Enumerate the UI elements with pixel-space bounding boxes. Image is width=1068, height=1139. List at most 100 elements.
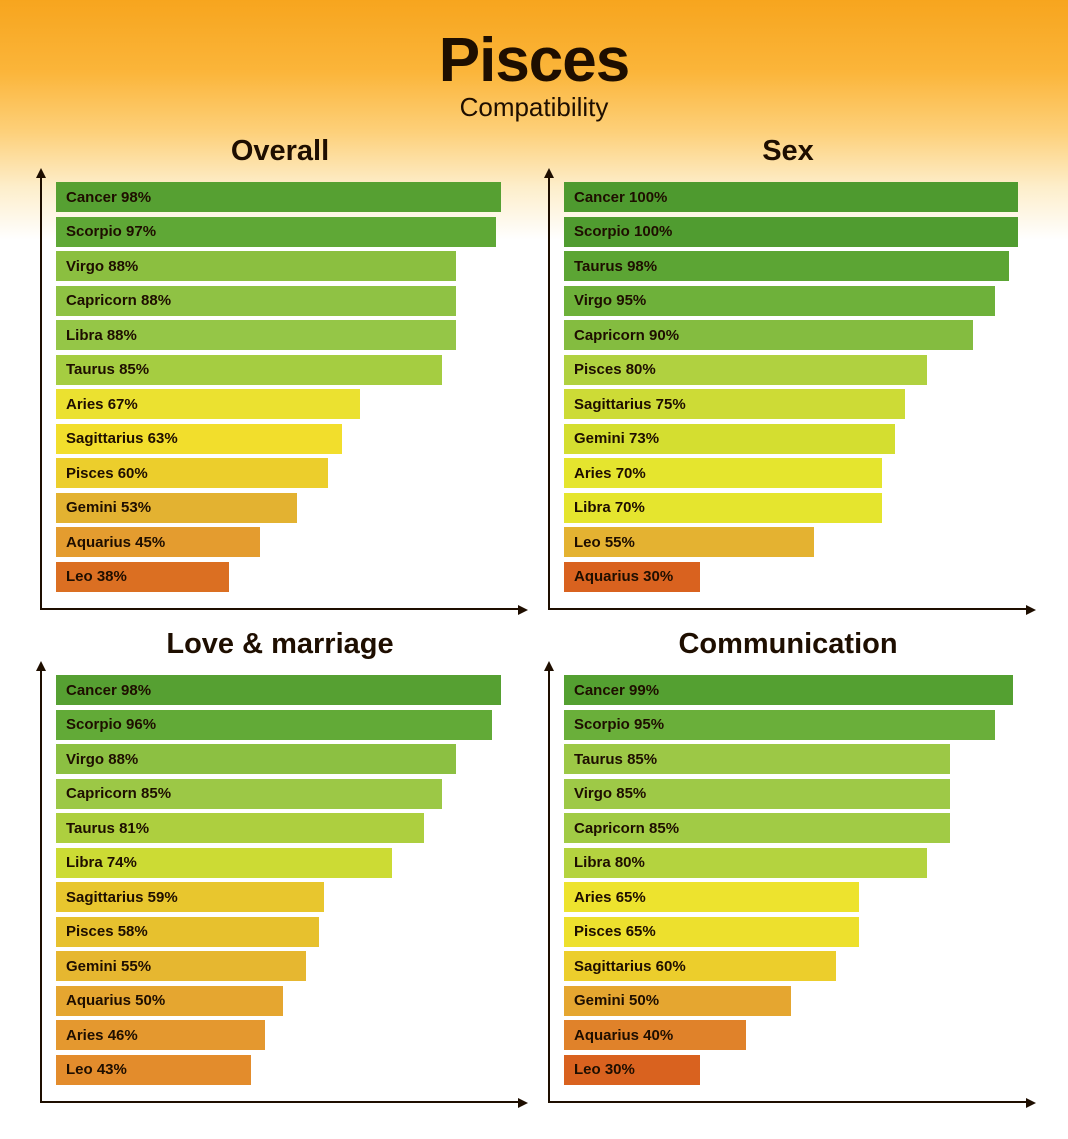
bar: Gemini 73%	[564, 424, 895, 454]
bar-label: Capricorn 88%	[56, 292, 171, 309]
bar-label: Taurus 98%	[564, 258, 657, 275]
bar-chart: Cancer 99% Scorpio 95% Taurus 85% Virgo 85%…	[548, 669, 1028, 1103]
bar: Sagittarius 60%	[564, 951, 836, 981]
bar-label: Taurus 85%	[564, 751, 657, 768]
bar: Pisces 65%	[564, 917, 859, 947]
bar-row: Pisces 80%	[564, 355, 1018, 385]
bar: Gemini 55%	[56, 951, 306, 981]
bar: Virgo 88%	[56, 744, 456, 774]
bar: Virgo 95%	[564, 286, 995, 316]
bar-label: Scorpio 96%	[56, 716, 156, 733]
bar-row: Taurus 98%	[564, 251, 1018, 281]
bar-label: Leo 38%	[56, 568, 127, 585]
bar-label: Taurus 85%	[56, 361, 149, 378]
bar: Capricorn 85%	[56, 779, 442, 809]
bar-label: Gemini 55%	[56, 958, 151, 975]
bar: Virgo 85%	[564, 779, 950, 809]
bar-row: Scorpio 96%	[56, 710, 510, 740]
bar-row: Sagittarius 75%	[564, 389, 1018, 419]
bar-row: Capricorn 90%	[564, 320, 1018, 350]
bar-label: Cancer 100%	[564, 189, 667, 206]
bar-row: Leo 38%	[56, 562, 510, 592]
bar: Leo 43%	[56, 1055, 251, 1085]
bar: Capricorn 88%	[56, 286, 456, 316]
bar-row: Gemini 53%	[56, 493, 510, 523]
bar: Cancer 99%	[564, 675, 1013, 705]
bar-label: Aries 65%	[564, 889, 646, 906]
bar-row: Libra 74%	[56, 848, 510, 878]
bar-row: Scorpio 95%	[564, 710, 1018, 740]
bar-row: Taurus 81%	[56, 813, 510, 843]
bar: Capricorn 85%	[564, 813, 950, 843]
bar-row: Taurus 85%	[56, 355, 510, 385]
bar-label: Pisces 60%	[56, 465, 148, 482]
bar: Pisces 58%	[56, 917, 319, 947]
bar-row: Scorpio 97%	[56, 217, 510, 247]
bar-row: Gemini 50%	[564, 986, 1018, 1016]
bar-row: Aries 65%	[564, 882, 1018, 912]
bar-row: Sagittarius 63%	[56, 424, 510, 454]
bar: Gemini 53%	[56, 493, 297, 523]
bar-label: Gemini 73%	[564, 430, 659, 447]
bar-label: Leo 55%	[564, 534, 635, 551]
bar-row: Pisces 60%	[56, 458, 510, 488]
bar-label: Aquarius 50%	[56, 992, 165, 1009]
bar: Taurus 98%	[564, 251, 1009, 281]
bar: Capricorn 90%	[564, 320, 973, 350]
bar: Pisces 80%	[564, 355, 927, 385]
bar-label: Libra 70%	[564, 499, 645, 516]
bar-row: Capricorn 85%	[56, 779, 510, 809]
bar-label: Aries 70%	[564, 465, 646, 482]
bar: Aquarius 45%	[56, 527, 260, 557]
chart-panel: OverallCancer 98%Scorpio 97%Virgo 88%Cap…	[40, 135, 520, 610]
bar-row: Virgo 85%	[564, 779, 1018, 809]
bar: Pisces 60%	[56, 458, 328, 488]
bar-label: Libra 74%	[56, 854, 137, 871]
bar-row: Aquarius 50%	[56, 986, 510, 1016]
bar-label: Capricorn 85%	[56, 785, 171, 802]
page-title: Pisces	[0, 25, 1068, 96]
bar-label: Aquarius 45%	[56, 534, 165, 551]
bar-label: Scorpio 97%	[56, 223, 156, 240]
bar-row: Leo 55%	[564, 527, 1018, 557]
title-block: Pisces Compatibility	[0, 0, 1068, 123]
bar-label: Aquarius 40%	[564, 1027, 673, 1044]
bar: Scorpio 96%	[56, 710, 492, 740]
bar-label: Sagittarius 75%	[564, 396, 686, 413]
bar-chart: Cancer 100% Scorpio 100% Taurus 98% Virgo 9…	[548, 176, 1028, 610]
bar: Leo 38%	[56, 562, 229, 592]
bar: Sagittarius 75%	[564, 389, 905, 419]
bar: Aquarius 40%	[564, 1020, 746, 1050]
bar-label: Capricorn 85%	[564, 820, 679, 837]
bar-label: Virgo 88%	[56, 751, 138, 768]
bar: Sagittarius 63%	[56, 424, 342, 454]
chart-panel: Love & marriageCancer 98%Scorpio 96%Virg…	[40, 628, 520, 1103]
page-subtitle: Compatibility	[0, 92, 1068, 123]
bar-label: Scorpio 100%	[564, 223, 672, 240]
bar: Sagittarius 59%	[56, 882, 324, 912]
bar-row: Scorpio 100%	[564, 217, 1018, 247]
bar: Scorpio 97%	[56, 217, 496, 247]
bar-label: Virgo 85%	[564, 785, 646, 802]
bar-chart: Cancer 98% Scorpio 97% Virgo 88% Capricorn …	[40, 176, 520, 610]
bar-row: Cancer 98%	[56, 182, 510, 212]
bar-row: Virgo 88%	[56, 251, 510, 281]
bar-label: Sagittarius 59%	[56, 889, 178, 906]
bar-label: Cancer 99%	[564, 682, 659, 699]
bar-row: Cancer 99%	[564, 675, 1018, 705]
bar-row: Libra 88%	[56, 320, 510, 350]
bar: Leo 30%	[564, 1055, 700, 1085]
bar-row: Pisces 65%	[564, 917, 1018, 947]
bar: Cancer 100%	[564, 182, 1018, 212]
bar-row: Virgo 95%	[564, 286, 1018, 316]
bar-row: Aquarius 40%	[564, 1020, 1018, 1050]
bar: Leo 55%	[564, 527, 814, 557]
bar: Cancer 98%	[56, 675, 501, 705]
bar-row: Gemini 55%	[56, 951, 510, 981]
bar: Aries 65%	[564, 882, 859, 912]
bar: Scorpio 100%	[564, 217, 1018, 247]
bar-label: Cancer 98%	[56, 189, 151, 206]
bar-row: Taurus 85%	[564, 744, 1018, 774]
bar-label: Leo 30%	[564, 1061, 635, 1078]
bar-row: Leo 30%	[564, 1055, 1018, 1085]
